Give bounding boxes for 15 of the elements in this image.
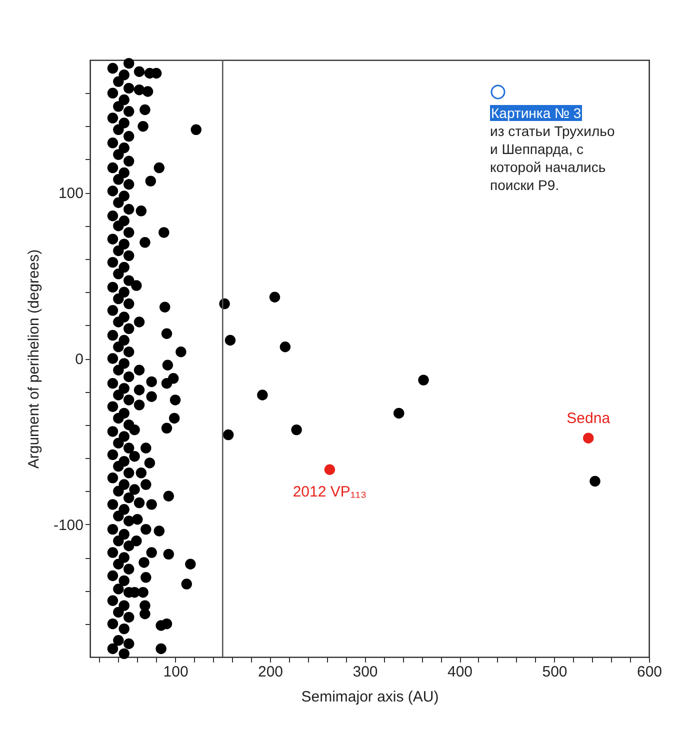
x-tick-label: 100: [163, 664, 188, 680]
annotation: Sedna: [566, 410, 611, 428]
annotation: из статьи Трухильо и Шеппарда, с которой начались поиски P9.: [490, 122, 616, 194]
x-tick-label: 400: [447, 664, 473, 680]
x-tick-label: 600: [636, 664, 662, 680]
annotation: Картинка № 3: [490, 105, 582, 121]
y-tick-label: -100: [53, 516, 84, 534]
x-tick-label: 200: [258, 664, 284, 680]
y-tick-label: 100: [58, 185, 84, 202]
annotation: 2012 VP₁₁₃: [292, 484, 367, 501]
x-tick-label: 500: [542, 664, 568, 680]
x-axis-title: Semimajor axis (AU): [301, 688, 439, 706]
y-axis-title: Argument of perihelion (degrees): [25, 249, 42, 469]
x-tick-label: 300: [352, 664, 378, 680]
y-tick-label: 0: [75, 351, 84, 368]
